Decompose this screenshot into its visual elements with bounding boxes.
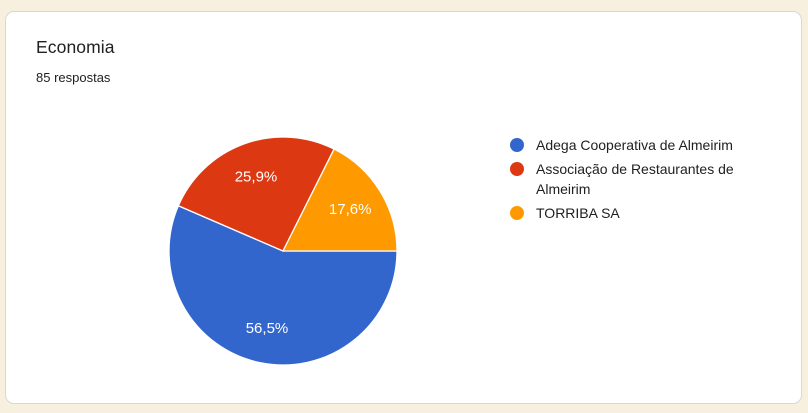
pie-slice-0[interactable] [168,205,398,366]
response-card: Economia 85 respostas 56,5% 25,9% 17,6% Ad… [5,11,802,404]
pie-slice-label-1: 25,9% [235,168,278,185]
pie-slice-1[interactable] [177,136,335,252]
legend-color-dot-red [510,162,524,176]
legend-item-1: Associação de Restaurantes de Almeirim [510,159,762,199]
pie-slice-label-2: 17,6% [329,201,372,218]
chart-legend: Adega Cooperativa de Almeirim Associação… [510,135,762,227]
legend-item-2: TORRIBA SA [510,203,762,223]
legend-label-2: TORRIBA SA [536,205,620,221]
pie-slice-label-0: 56,5% [246,320,289,337]
legend-color-dot-blue [510,138,524,152]
legend-item-0: Adega Cooperativa de Almeirim [510,135,762,155]
response-count: 85 respostas [36,70,111,85]
legend-color-dot-orange [510,206,524,220]
question-title: Economia [36,37,115,57]
pie-chart: 56,5% 25,9% 17,6% [168,136,398,366]
legend-label-1: Associação de Restaurantes de Almeirim [536,161,734,197]
pie-slice-2[interactable] [282,148,398,252]
legend-label-0: Adega Cooperativa de Almeirim [536,137,733,153]
